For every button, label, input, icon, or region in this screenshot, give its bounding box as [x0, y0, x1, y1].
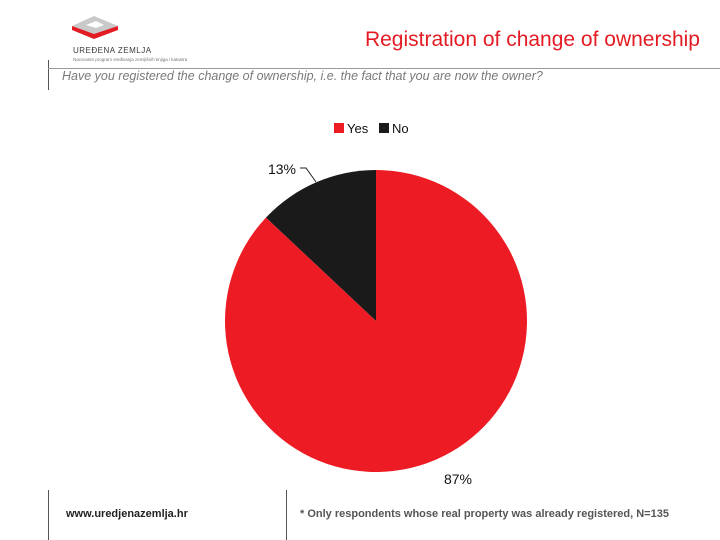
logo-wordmark: UREĐENA ZEMLJA	[73, 46, 152, 55]
leader-line-no	[300, 167, 317, 183]
logo-tagline: Nacionalni program sređivanja zemljišnih…	[73, 57, 188, 62]
data-label-yes: 87%	[444, 471, 472, 487]
pie-slice-yes	[225, 170, 528, 472]
pie-slice-no	[265, 170, 376, 321]
legend-label-yes: Yes	[347, 121, 369, 136]
header-divider	[48, 68, 720, 69]
logo-mark-icon	[72, 16, 118, 39]
survey-question: Have you registered the change of owners…	[62, 69, 543, 83]
footer-url: www.uredjenazemlja.hr	[66, 508, 188, 520]
page-title: Registration of change of ownership	[364, 28, 700, 51]
footer-note: * Only respondents whose real property w…	[300, 508, 669, 520]
footer-divider	[286, 490, 287, 540]
brand-logo: UREĐENA ZEMLJA Nacionalni program sređiv…	[60, 14, 220, 66]
left-rule-bottom	[48, 490, 49, 540]
left-rule-top	[48, 60, 49, 90]
legend-swatch-yes	[334, 123, 344, 133]
legend-label-no: No	[392, 121, 409, 136]
data-label-no: 13%	[268, 161, 296, 177]
legend-swatch-no	[379, 123, 389, 133]
